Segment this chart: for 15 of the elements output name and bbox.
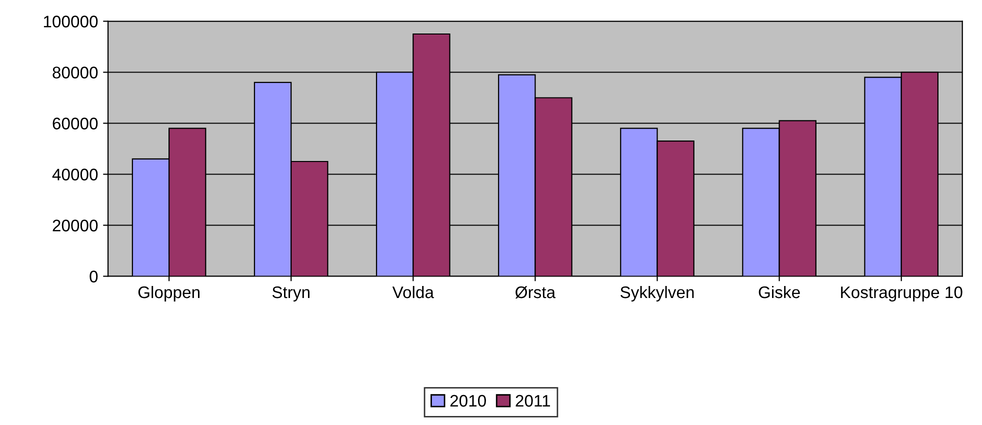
legend-label: 2010 bbox=[450, 394, 486, 407]
y-tick-label: 80000 bbox=[52, 66, 98, 78]
x-tick-label: Sykkylven bbox=[620, 286, 694, 302]
y-tick-label: 60000 bbox=[52, 118, 98, 130]
x-tick-label: Ørsta bbox=[515, 286, 556, 298]
x-tick-label: Giske bbox=[758, 286, 800, 298]
y-tick-label: 0 bbox=[90, 270, 98, 282]
y-tick-label: 40000 bbox=[52, 168, 98, 180]
x-tick-label: Volda bbox=[392, 286, 434, 298]
x-tick-label: Gloppen bbox=[138, 286, 200, 302]
x-tick-label: Kostragruppe 10 bbox=[841, 286, 962, 302]
legend-label: 2011 bbox=[516, 394, 550, 407]
y-tick-label: 100000 bbox=[44, 16, 98, 28]
x-tick-label: Stryn bbox=[272, 286, 310, 302]
y-tick-label: 20000 bbox=[52, 220, 98, 232]
